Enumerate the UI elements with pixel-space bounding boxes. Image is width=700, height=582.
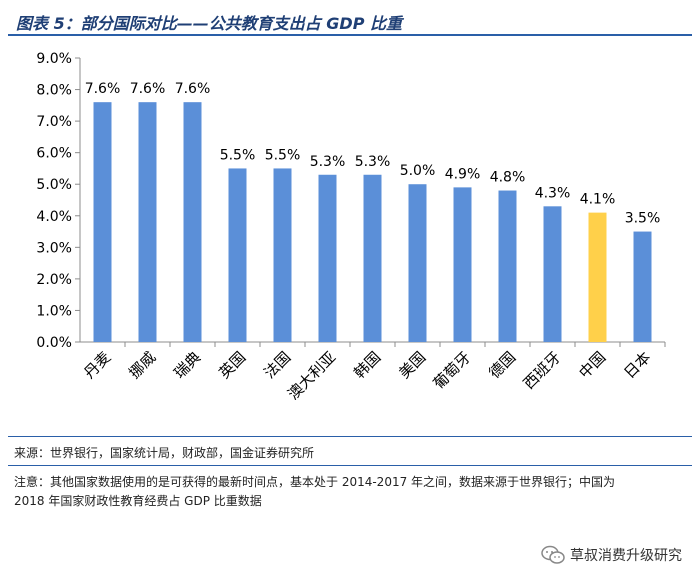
bar-4 bbox=[228, 168, 247, 342]
note-line-1: 注意：其他国家数据使用的是可获得的最新时间点，基本处于 2014-2017 年之… bbox=[14, 475, 616, 489]
watermark-text: 草叔消费升级研究 bbox=[570, 548, 682, 564]
data-label: 4.1% bbox=[580, 192, 616, 208]
x-tick-label: 丹麦 bbox=[80, 348, 114, 382]
watermark: 草叔消费升级研究 bbox=[541, 545, 682, 565]
note-line-2: 2018 年国家财政性教育经费占 GDP 比重数据 bbox=[14, 494, 262, 508]
data-label: 5.5% bbox=[220, 147, 256, 163]
y-tick-label: 1.0% bbox=[36, 303, 72, 319]
data-label: 7.6% bbox=[85, 81, 121, 97]
data-label: 5.0% bbox=[400, 163, 436, 179]
x-tick-label: 澳大利亚 bbox=[284, 348, 339, 403]
bar-10 bbox=[498, 190, 517, 342]
x-tick-label: 美国 bbox=[395, 348, 429, 382]
x-tick-label: 瑞典 bbox=[170, 348, 204, 382]
data-label: 5.3% bbox=[310, 154, 346, 170]
y-tick-label: 7.0% bbox=[36, 114, 72, 130]
data-label: 5.3% bbox=[355, 154, 391, 170]
bar-5 bbox=[273, 168, 292, 342]
bar-13 bbox=[633, 231, 652, 342]
data-label: 3.5% bbox=[625, 211, 661, 227]
data-label: 7.6% bbox=[130, 81, 166, 97]
data-label: 7.6% bbox=[175, 81, 211, 97]
y-tick-label: 2.0% bbox=[36, 272, 72, 288]
y-tick-label: 3.0% bbox=[36, 240, 72, 256]
y-tick-label: 4.0% bbox=[36, 209, 72, 225]
wechat-icon bbox=[541, 545, 565, 564]
y-tick-label: 0.0% bbox=[36, 335, 72, 351]
y-tick-label: 8.0% bbox=[36, 83, 72, 99]
bar-6 bbox=[318, 174, 337, 342]
x-tick-label: 韩国 bbox=[350, 348, 384, 382]
note-divider bbox=[8, 465, 692, 466]
x-tick-label: 法国 bbox=[260, 348, 294, 382]
y-tick-label: 6.0% bbox=[36, 146, 72, 162]
bar-8 bbox=[408, 184, 427, 342]
data-label: 5.5% bbox=[265, 147, 301, 163]
x-tick-label: 英国 bbox=[215, 348, 249, 382]
bar-7 bbox=[363, 174, 382, 342]
source-text: 来源：世界银行，国家统计局，财政部，国金证券研究所 bbox=[14, 446, 315, 460]
bar-12 bbox=[588, 212, 607, 342]
bar-11 bbox=[543, 206, 562, 342]
data-label: 4.9% bbox=[445, 166, 481, 182]
bar-9 bbox=[453, 187, 472, 342]
y-tick-label: 5.0% bbox=[36, 177, 72, 193]
x-tick-label: 挪威 bbox=[125, 348, 159, 382]
x-tick-label: 西班牙 bbox=[520, 348, 565, 393]
x-tick-label: 日本 bbox=[620, 348, 654, 382]
x-tick-label: 中国 bbox=[575, 348, 609, 382]
bar-3 bbox=[183, 102, 202, 342]
data-label: 4.3% bbox=[535, 185, 571, 201]
x-tick-label: 葡萄牙 bbox=[430, 348, 475, 393]
bar-1 bbox=[93, 102, 112, 342]
chart-title-bar: 图表 5：部分国际对比——公共教育支出占 GDP 比重 bbox=[8, 4, 692, 36]
x-tick-label: 德国 bbox=[485, 348, 519, 382]
bar-2 bbox=[138, 102, 157, 342]
chart-title: 图表 5：部分国际对比——公共教育支出占 GDP 比重 bbox=[16, 14, 402, 33]
source-divider bbox=[8, 436, 692, 437]
data-label: 4.8% bbox=[490, 170, 526, 186]
bar-chart: 0.0% 1.0% 2.0% 3.0% 4.0% 5.0% 6.0% 7.0% 8.0% 9.0%… bbox=[36, 51, 666, 403]
y-tick-label: 9.0% bbox=[36, 51, 72, 67]
